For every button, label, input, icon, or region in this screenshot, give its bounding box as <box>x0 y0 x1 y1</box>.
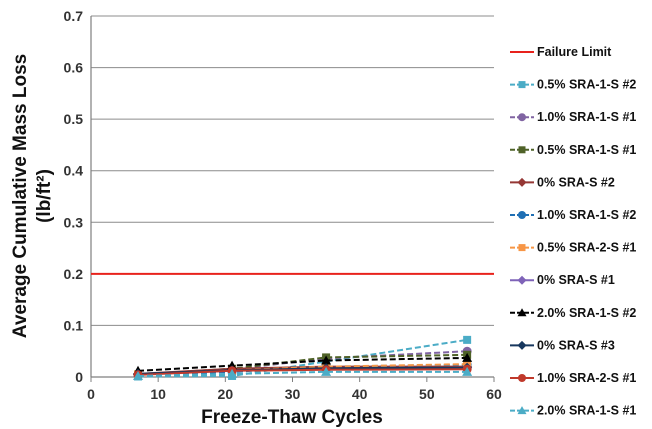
y-tick-labels: 0 0.1 0.2 0.3 0.4 0.5 0.6 0.7 <box>64 8 84 385</box>
legend-label: 2.0% SRA-1-S #2 <box>537 306 636 320</box>
data-point <box>227 368 238 378</box>
legend-label: 0.5% SRA-1-S #2 <box>537 78 636 92</box>
x-tick-label: 50 <box>419 386 435 402</box>
series-10 <box>133 366 473 380</box>
legend-label: 0% SRA-S #2 <box>537 175 615 189</box>
legend-item-failure-limit: Failure Limit <box>510 45 612 59</box>
legend-item-2: 0.5% SRA-1-S #1 <box>510 143 636 157</box>
axes <box>90 16 495 382</box>
legend-item-9: 1.0% SRA-2-S #1 <box>510 371 636 385</box>
x-tick-labels: 0 10 20 30 40 50 60 <box>87 386 502 402</box>
y-tick-label: 0.3 <box>64 214 84 230</box>
data-point <box>517 275 527 285</box>
x-tick-label: 20 <box>218 386 234 402</box>
data-point <box>518 81 526 89</box>
legend-label: 0% SRA-S #1 <box>537 273 615 287</box>
y-tick-label: 0.1 <box>64 317 84 333</box>
y-tick-label: 0.7 <box>64 8 84 24</box>
y-tick-label: 0.2 <box>64 266 84 282</box>
legend-item-7: 2.0% SRA-1-S #2 <box>510 306 636 320</box>
legend-label: 0.5% SRA-1-S #1 <box>537 143 636 157</box>
legend-item-3: 0% SRA-S #2 <box>510 175 615 189</box>
series-line <box>138 338 468 378</box>
x-tick-label: 60 <box>486 386 502 402</box>
y-tick-label: 0.5 <box>64 111 84 127</box>
series-line <box>137 356 468 372</box>
legend-label: 0.5% SRA-2-S #1 <box>537 241 636 255</box>
data-point <box>133 370 144 380</box>
data-point <box>462 366 473 376</box>
data-point <box>518 211 526 219</box>
legend-item-5: 0.5% SRA-2-S #1 <box>510 241 636 255</box>
legend-item-10: 2.0% SRA-1-S #1 <box>510 404 636 418</box>
legend-label: 0% SRA-S #3 <box>537 338 615 352</box>
x-tick-label: 30 <box>285 386 301 402</box>
x-tick-label: 40 <box>352 386 368 402</box>
y-axis-title-line-1: Average Cumulative Mass Loss <box>10 54 31 338</box>
legend: Failure Limit 0.5% SRA-1-S #2 1.0% SRA-1-S… <box>510 45 636 418</box>
x-axis-title: Freeze-Thaw Cycles <box>201 407 383 428</box>
data-point <box>517 340 527 350</box>
data-point <box>518 244 526 252</box>
data-point <box>517 308 527 317</box>
legend-item-6: 0% SRA-S #1 <box>510 273 615 287</box>
data-point <box>321 366 332 376</box>
data-point <box>518 374 526 382</box>
series-line <box>137 370 468 377</box>
legend-item-8: 0% SRA-S #3 <box>510 338 615 352</box>
x-tick-label: 10 <box>150 386 166 402</box>
legend-label: 2.0% SRA-1-S #1 <box>537 404 636 418</box>
series-line <box>137 368 468 376</box>
data-point <box>518 113 526 122</box>
x-tick-label: 0 <box>87 386 95 402</box>
series-group <box>133 335 473 381</box>
legend-label: Failure Limit <box>537 45 612 59</box>
legend-item-0: 0.5% SRA-1-S #2 <box>510 78 636 92</box>
legend-item-1: 1.0% SRA-1-S #1 <box>510 110 636 124</box>
data-point <box>321 355 332 365</box>
data-point <box>462 352 473 362</box>
y-tick-label: 0.4 <box>64 163 84 179</box>
data-point <box>517 177 527 187</box>
legend-item-4: 1.0% SRA-1-S #2 <box>510 208 636 222</box>
data-point <box>518 146 526 154</box>
legend-label: 1.0% SRA-1-S #1 <box>537 110 636 124</box>
y-tick-label: 0 <box>75 369 83 385</box>
legend-label: 1.0% SRA-2-S #1 <box>537 371 636 385</box>
data-point <box>463 335 472 344</box>
y-axis-title-line-2: (lb/ft²) <box>34 169 55 223</box>
legend-label: 1.0% SRA-1-S #2 <box>537 208 636 222</box>
y-tick-label: 0.6 <box>64 60 84 76</box>
data-point <box>517 406 527 415</box>
gridlines <box>91 15 494 326</box>
